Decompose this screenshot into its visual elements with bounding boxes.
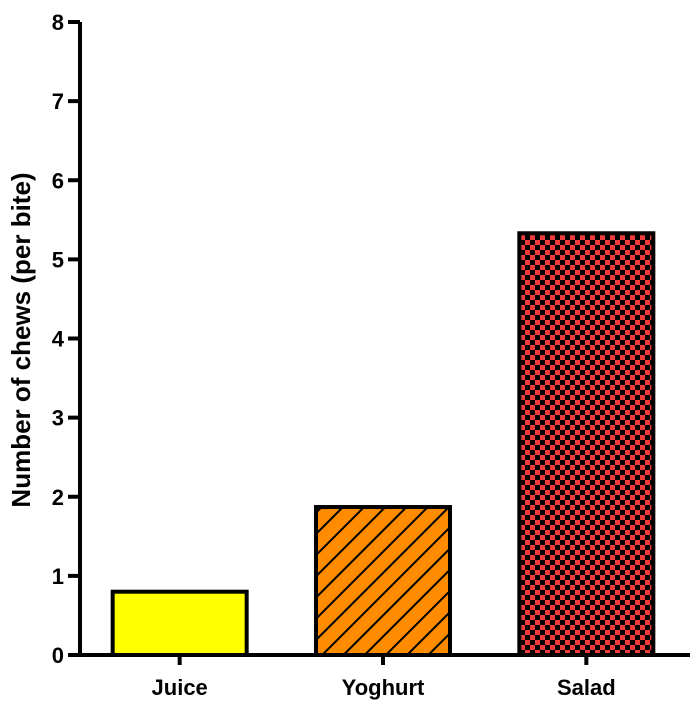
y-tick-label: 3 xyxy=(52,406,64,431)
y-tick-label: 0 xyxy=(52,643,64,668)
bars xyxy=(110,231,656,658)
y-tick-label: 4 xyxy=(52,327,65,352)
y-axis-title: Number of chews (per bite) xyxy=(6,172,36,507)
y-tick-label: 2 xyxy=(52,485,64,510)
x-tick-label-juice: Juice xyxy=(152,675,208,700)
y-tick-label: 5 xyxy=(52,247,64,272)
y-tick-label: 7 xyxy=(52,89,64,114)
x-tick-label-salad: Salad xyxy=(557,675,616,700)
x-tick-label-yoghurt: Yoghurt xyxy=(342,675,425,700)
bar-salad xyxy=(517,231,656,657)
bar-juice xyxy=(110,589,249,658)
y-tick-label: 6 xyxy=(52,168,64,193)
y-tick-label: 8 xyxy=(52,10,64,35)
x-tick-labels: Juice Yoghurt Salad xyxy=(152,655,616,700)
y-ticks: 0 1 2 3 4 5 6 7 8 xyxy=(52,10,80,668)
bar-yoghurt xyxy=(314,505,452,657)
y-tick-label: 1 xyxy=(52,564,64,589)
